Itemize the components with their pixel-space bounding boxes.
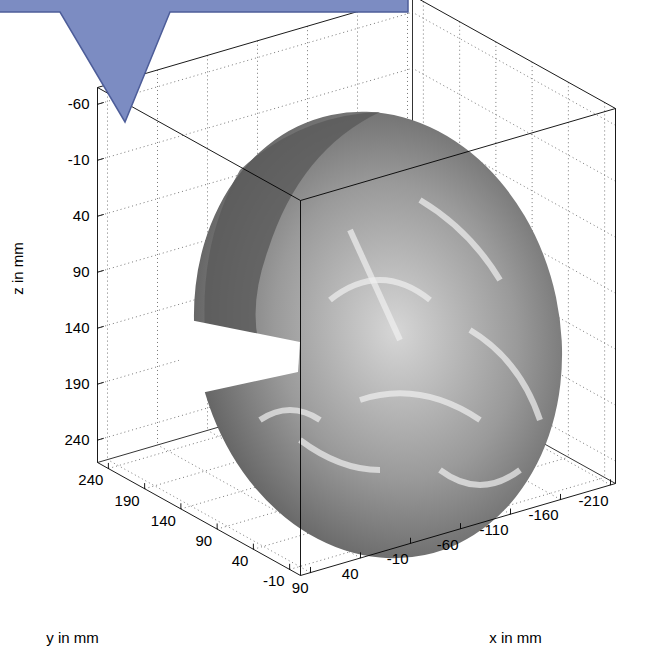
svg-text:190: 190 bbox=[115, 492, 140, 509]
svg-text:240: 240 bbox=[78, 471, 103, 488]
svg-text:-60: -60 bbox=[437, 536, 459, 553]
svg-text:40: 40 bbox=[342, 565, 359, 582]
svg-text:190: 190 bbox=[64, 375, 89, 392]
svg-text:x in mm: x in mm bbox=[489, 629, 542, 646]
svg-text:-60: -60 bbox=[68, 95, 90, 112]
svg-text:-210: -210 bbox=[578, 492, 608, 509]
svg-text:140: 140 bbox=[151, 512, 176, 529]
svg-text:-10: -10 bbox=[387, 550, 409, 567]
svg-text:40: 40 bbox=[232, 552, 249, 569]
svg-text:-10: -10 bbox=[68, 151, 90, 168]
svg-text:90: 90 bbox=[292, 579, 309, 596]
svg-text:-110: -110 bbox=[480, 521, 509, 538]
svg-text:90: 90 bbox=[195, 532, 212, 549]
svg-text:90: 90 bbox=[73, 263, 90, 280]
svg-text:-10: -10 bbox=[263, 572, 285, 589]
svg-text:-160: -160 bbox=[528, 506, 558, 523]
svg-text:140: 140 bbox=[64, 319, 89, 336]
svg-text:240: 240 bbox=[64, 431, 89, 448]
svg-text:40: 40 bbox=[73, 207, 90, 224]
svg-text:y in mm: y in mm bbox=[46, 629, 99, 646]
svg-text:z in mm: z in mm bbox=[9, 242, 26, 295]
